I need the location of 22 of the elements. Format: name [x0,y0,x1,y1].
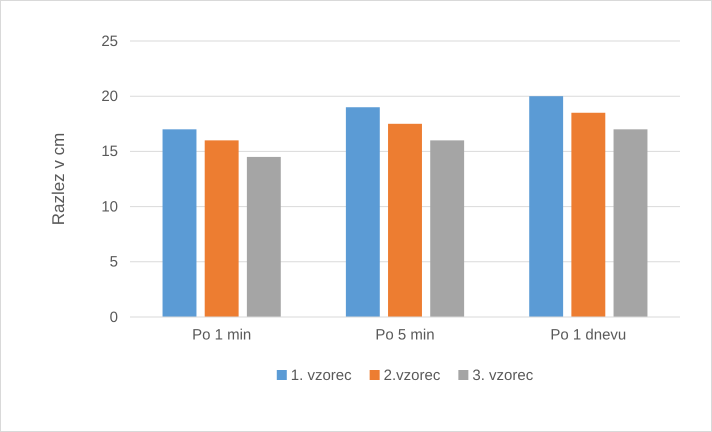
bar [430,140,464,317]
y-tick-label: 5 [110,254,118,271]
y-tick-label: 15 [101,143,118,160]
legend-label: 1. vzorec [290,367,352,384]
bar [388,124,422,317]
bar [204,140,239,317]
bar [614,129,648,317]
y-axis-title: Razlez v cm [49,132,68,226]
y-tick-label: 0 [110,308,118,326]
bar [571,112,606,317]
y-tick-label: 25 [101,32,118,50]
legend-label: 2.vzorec [384,367,441,384]
bar [346,107,380,317]
bar [529,96,564,317]
bar [246,156,281,317]
bar [162,129,196,317]
x-tick-label: Po 1 min [192,326,252,344]
x-tick-label: Po 1 dnevu [550,326,626,344]
y-tick-label: 20 [101,88,118,105]
x-tick-label: Po 5 min [375,326,435,344]
legend-label: 3. vzorec [472,367,534,384]
y-tick-label: 10 [101,198,118,216]
